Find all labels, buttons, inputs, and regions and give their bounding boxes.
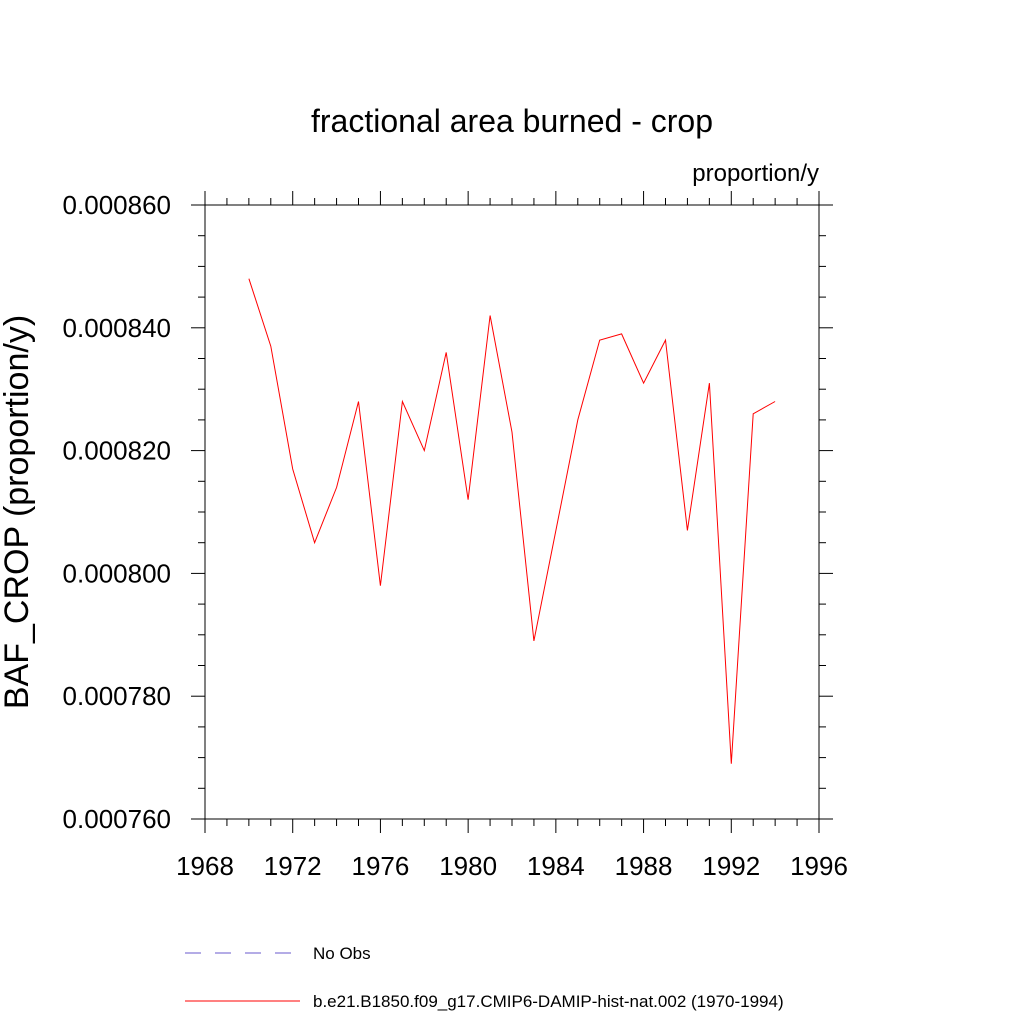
legend: No Obs b.e21.B1850.f09_g17.CMIP6-DAMIP-hi…	[185, 944, 784, 1011]
axes: 1968 1972 1976 1980 1984 1988 1992 1996 0.000760…	[63, 190, 848, 881]
x-tick-label: 1984	[527, 851, 585, 881]
x-tick-label: 1972	[264, 851, 322, 881]
legend-label-0: No Obs	[313, 944, 371, 963]
legend-label-1: b.e21.B1850.f09_g17.CMIP6-DAMIP-hist-nat…	[313, 992, 784, 1011]
series-line-0	[248, 278, 776, 764]
y-tick-label: 0.000780	[63, 681, 171, 711]
x-tick-label: 1976	[352, 851, 410, 881]
x-tick-label: 1992	[702, 851, 760, 881]
y-tick-label: 0.000860	[63, 190, 171, 220]
x-tick-label: 1968	[176, 851, 234, 881]
chart-title: fractional area burned - crop	[311, 103, 713, 139]
x-tick-label: 1980	[439, 851, 497, 881]
x-tick-label: 1996	[790, 851, 848, 881]
y-tick-label: 0.000800	[63, 558, 171, 588]
y-tick-label: 0.000820	[63, 436, 171, 466]
units-label: proportion/y	[692, 160, 819, 187]
y-tick-label: 0.000760	[63, 804, 171, 834]
series-layer	[248, 278, 776, 764]
x-tick-label: 1988	[615, 851, 673, 881]
plot-frame	[204, 204, 820, 820]
y-axis-label: BAF_CROP (proportion/y)	[0, 315, 36, 709]
y-tick-label: 0.000840	[63, 313, 171, 343]
